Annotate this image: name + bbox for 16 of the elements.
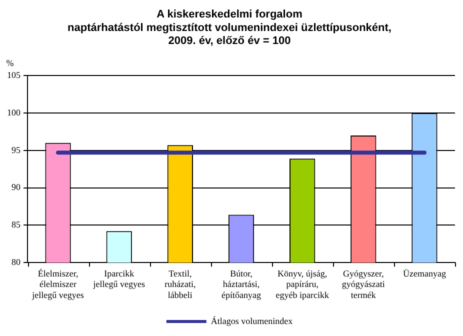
y-axis-title: % bbox=[6, 58, 14, 68]
x-tick-label: Üzemanyag bbox=[402, 268, 446, 278]
y-tick-label: 105 bbox=[7, 70, 21, 80]
chart-title: A kiskereskedelmi forgalom naptárhatástól megtisztított volumenindexei üzlettípusonként, 2009. év, előző év = 100 bbox=[68, 8, 392, 48]
x-tick-label: Élelmiszer, élelmiszer jellegű vegyes bbox=[31, 268, 84, 300]
x-tick-label: Iparcikk jellegű vegyes bbox=[92, 268, 146, 290]
x-tick-label: Könyv, újság, papíráru, egyéb iparcikk bbox=[276, 268, 330, 300]
x-tick-label: Gyógyszer, gyógyászati termék bbox=[342, 268, 386, 300]
x-tick-label: Bútor, háztartási, építőanyag bbox=[222, 268, 262, 300]
y-tick-label: 80 bbox=[12, 256, 21, 267]
x-tick-label: Textil, ruházati, lábbeli bbox=[164, 268, 196, 300]
legend-label: Átlagos volumenindex bbox=[210, 316, 294, 326]
y-tick-label: 95 bbox=[12, 144, 21, 155]
y-tick-label: 90 bbox=[12, 182, 21, 192]
y-tick-label: 100 bbox=[7, 107, 21, 118]
y-tick-label: 85 bbox=[12, 220, 21, 230]
